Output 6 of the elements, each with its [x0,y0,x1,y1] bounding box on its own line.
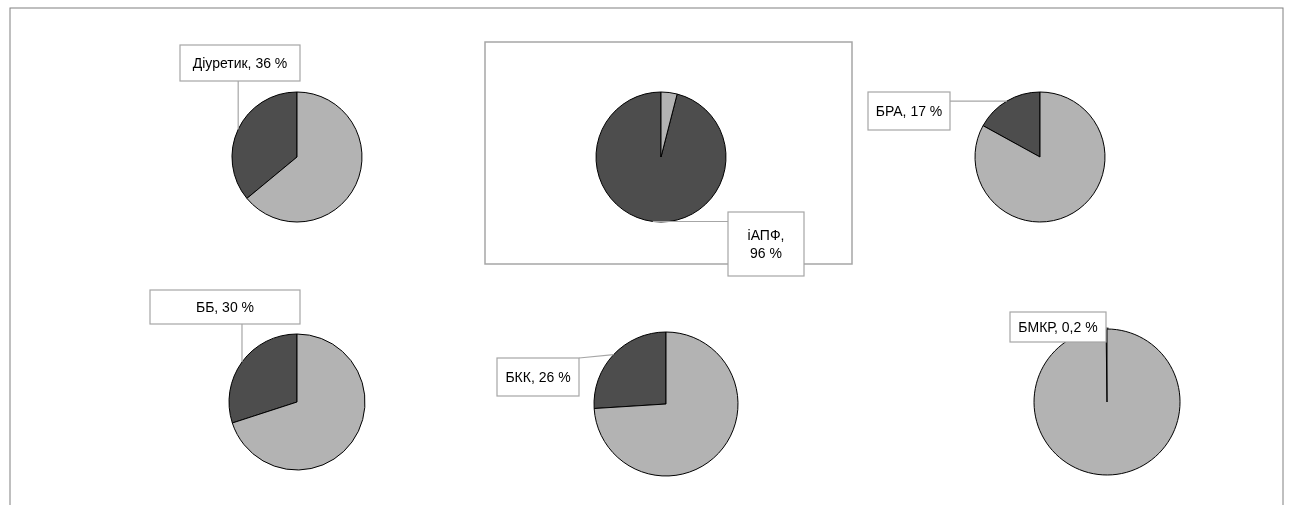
slice-label: БМКР, 0,2 % [1018,319,1098,335]
slice-label: ББ, 30 % [195,299,255,315]
slice-label: БРА, 17 % [875,103,943,119]
slice-label: Діуретик, 36 % [192,55,288,71]
slice-label: БКК, 26 % [505,369,571,385]
slice-label: іАПФ, 96 % [747,227,785,261]
